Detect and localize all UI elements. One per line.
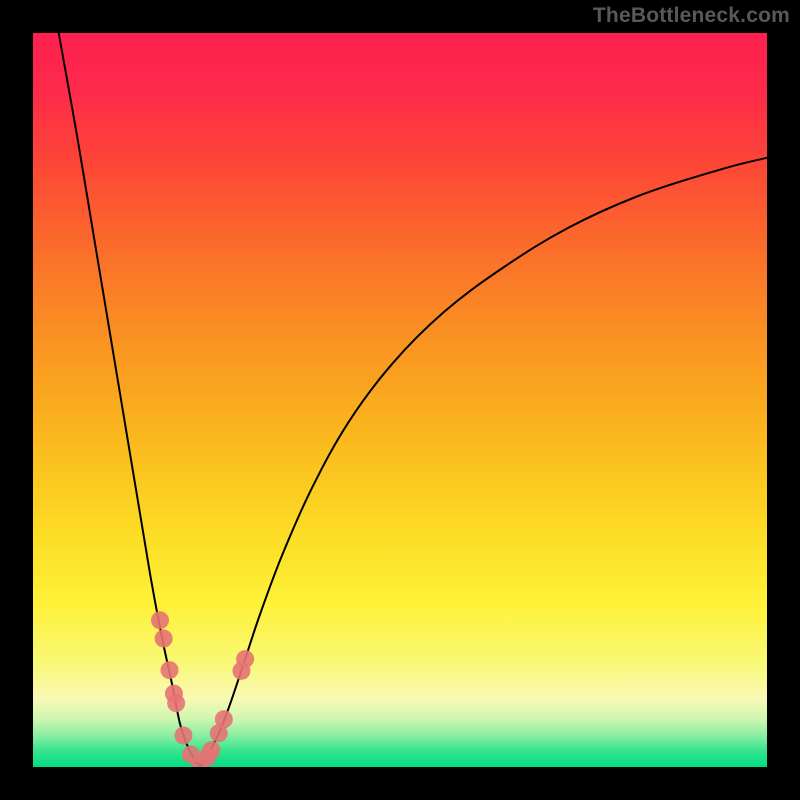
data-marker: [215, 710, 233, 728]
data-marker: [161, 661, 179, 679]
data-marker: [167, 694, 185, 712]
watermark-text: TheBottleneck.com: [593, 4, 790, 28]
bottleneck-chart: [0, 0, 800, 800]
gradient-background: [33, 33, 767, 767]
data-marker: [151, 611, 169, 629]
data-marker: [202, 741, 220, 759]
data-marker: [236, 650, 254, 668]
data-marker: [174, 726, 192, 744]
data-marker: [155, 630, 173, 648]
chart-container: TheBottleneck.com: [0, 0, 800, 800]
